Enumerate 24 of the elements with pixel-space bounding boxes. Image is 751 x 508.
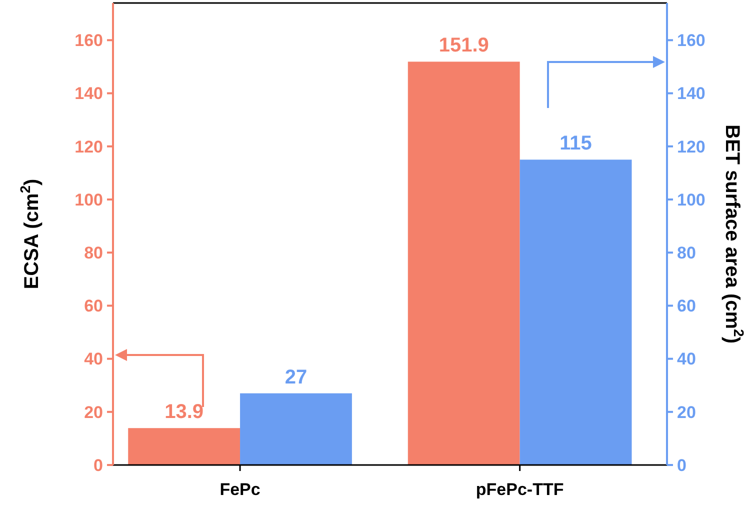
y2-tick-label: 100 <box>677 190 706 210</box>
data-label: 27 <box>284 366 308 388</box>
y2-tick-label: 140 <box>677 84 706 104</box>
data-label: 13.9 <box>164 401 204 424</box>
y2-tick-label: 120 <box>677 137 706 156</box>
y-tick-label: 80 <box>84 244 103 263</box>
y-tick-label: 120 <box>74 137 103 156</box>
y2-tick-label: 20 <box>677 402 696 422</box>
y2-tick-label: 160 <box>677 31 706 50</box>
y-tick-label: 40 <box>84 350 103 369</box>
x-tick-label: pFePc-TTF <box>476 480 564 499</box>
y-tick-label: 20 <box>84 402 103 422</box>
y2-tick-label: 80 <box>677 244 696 263</box>
y2-tick-label: 60 <box>677 296 696 316</box>
y2-tick-label: 40 <box>677 350 696 369</box>
data-label: 151.9 <box>438 34 489 57</box>
y-tick-label: 0 <box>94 456 103 475</box>
data-label: 115 <box>560 132 592 155</box>
y-tick-label: 160 <box>74 31 103 50</box>
y-tick-label: 100 <box>74 190 103 210</box>
y2-tick-label: 0 <box>677 456 686 475</box>
y-tick-label: 60 <box>84 296 103 316</box>
x-tick-label: FePc <box>220 480 260 499</box>
y-tick-label: 140 <box>74 84 103 104</box>
